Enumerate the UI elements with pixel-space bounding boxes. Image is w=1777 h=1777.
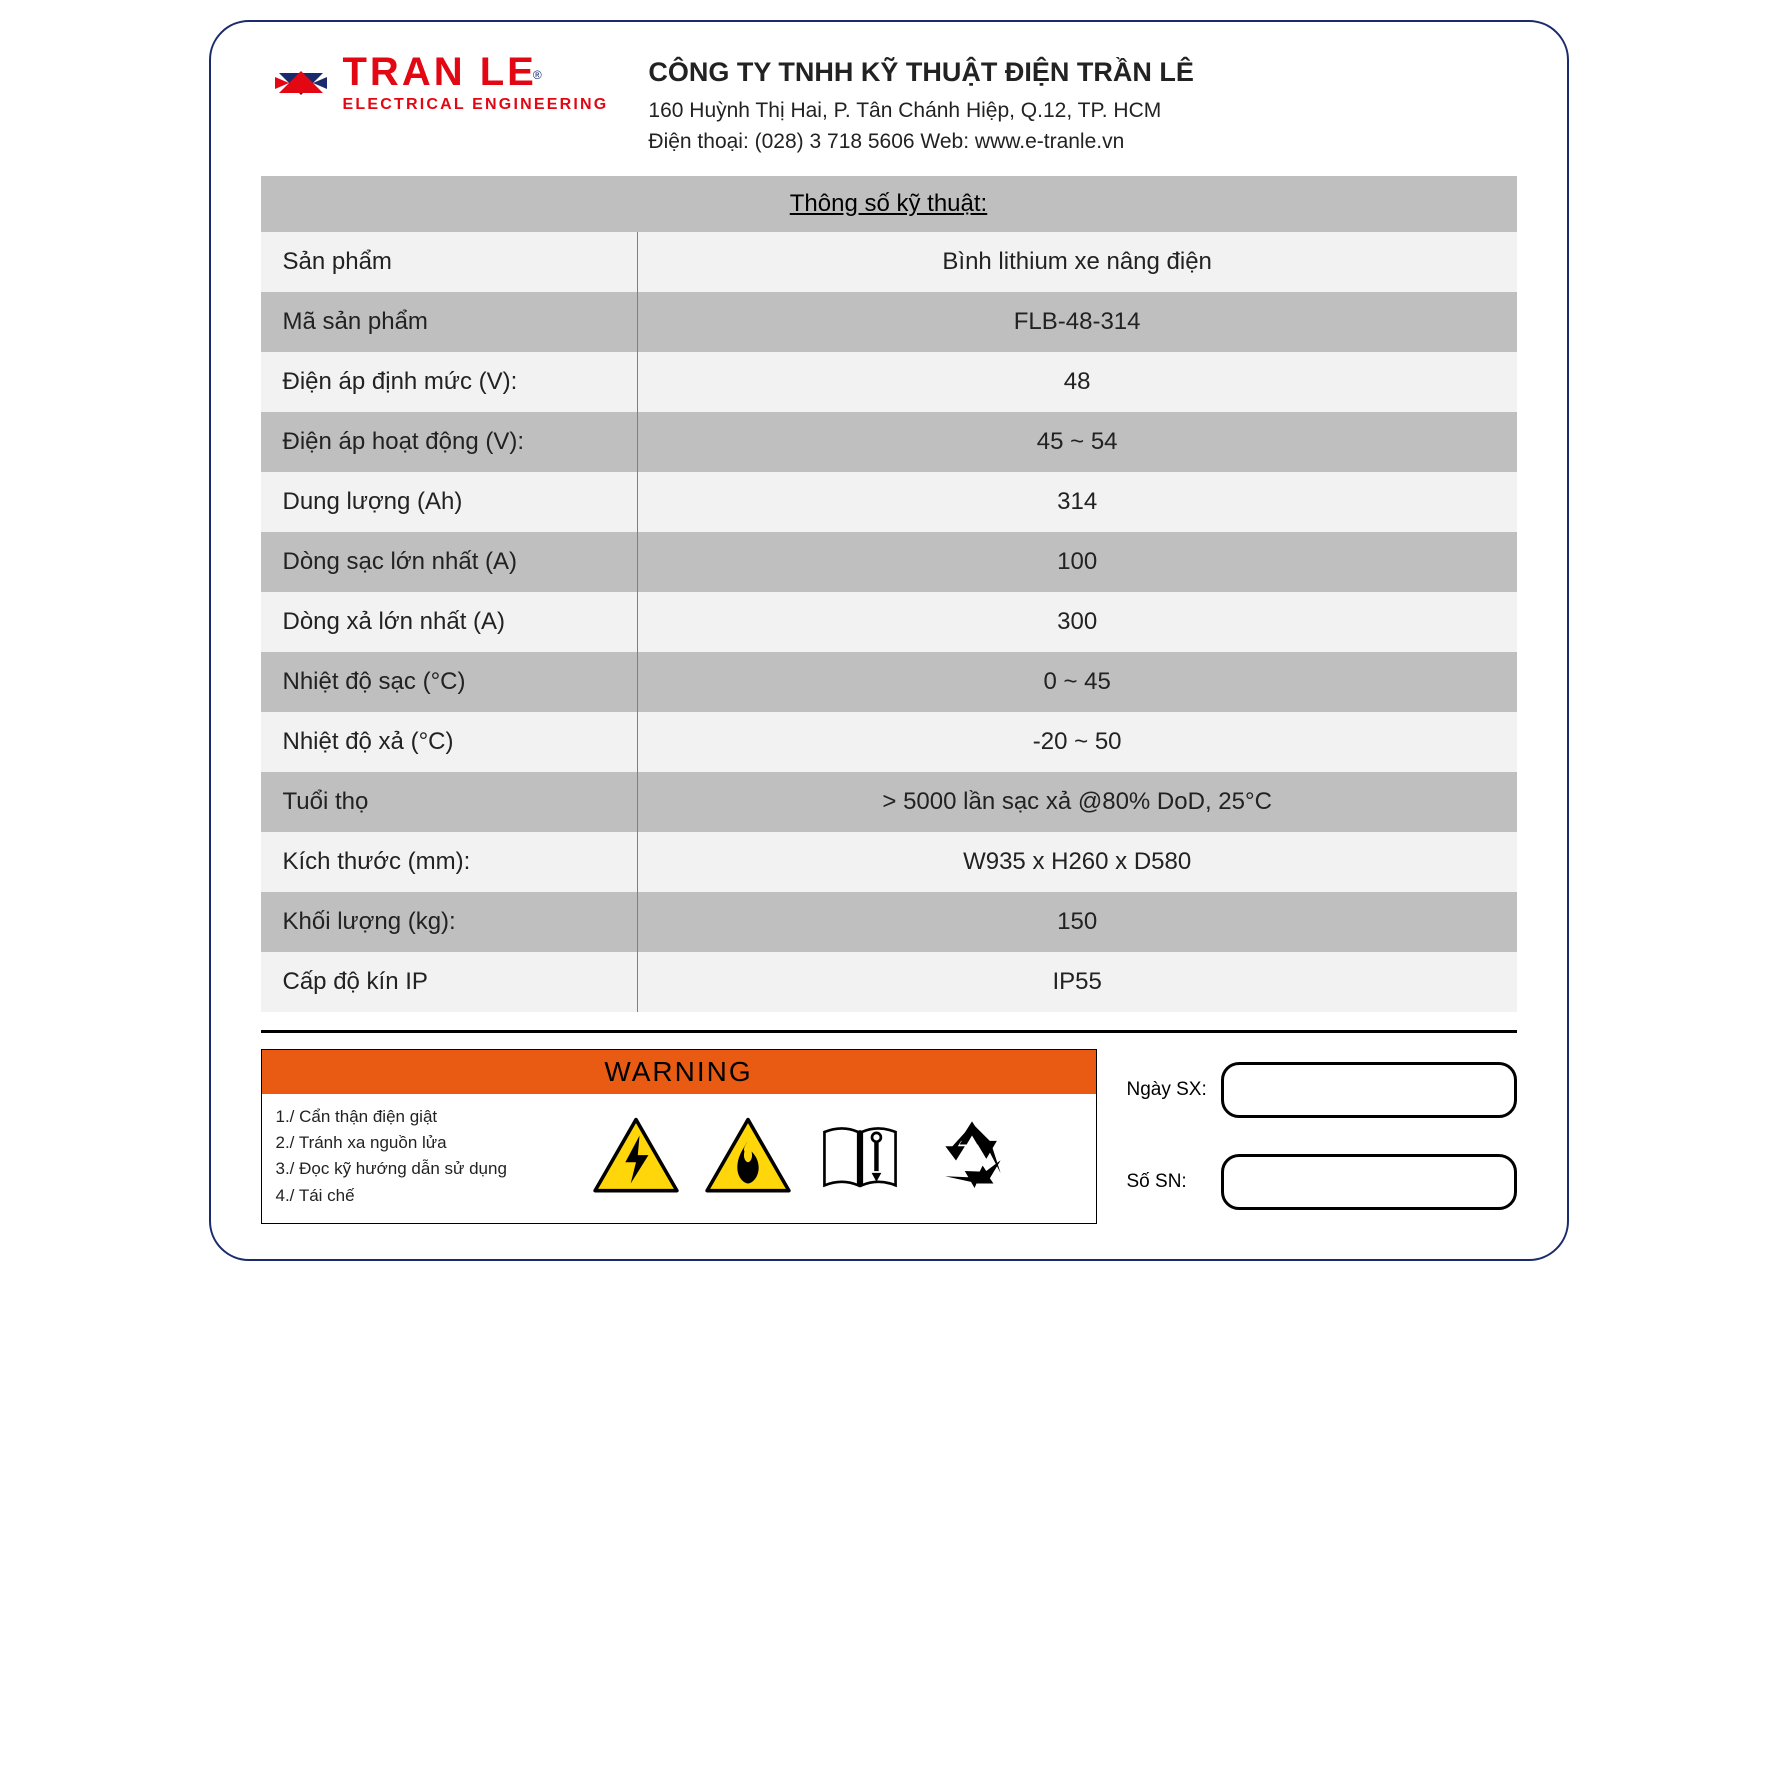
date-input[interactable] — [1221, 1062, 1517, 1118]
warning-icons — [527, 1116, 1082, 1196]
spec-label: Sản phẩm — [261, 232, 638, 292]
warning-box: WARNING 1./ Cẩn thận điện giật2./ Tránh … — [261, 1049, 1097, 1224]
table-row: Cấp độ kín IPIP55 — [261, 952, 1517, 1012]
table-row: Kích thước (mm):W935 x H260 x D580 — [261, 832, 1517, 892]
spec-value: IP55 — [637, 952, 1516, 1012]
spec-table: Thông số kỹ thuật: Sản phẩmBình lithium … — [261, 176, 1517, 1012]
table-row: Điện áp hoạt động (V):45 ~ 54 — [261, 412, 1517, 472]
spec-value: Bình lithium xe nâng điện — [637, 232, 1516, 292]
spec-value: > 5000 lần sạc xả @80% DoD, 25°C — [637, 772, 1516, 832]
spec-value: 100 — [637, 532, 1516, 592]
table-row: Tuổi thọ> 5000 lần sạc xả @80% DoD, 25°C — [261, 772, 1517, 832]
table-row: Sản phẩmBình lithium xe nâng điện — [261, 232, 1517, 292]
spec-label: Khối lượng (kg): — [261, 892, 638, 952]
table-row: Nhiệt độ xả (°C)-20 ~ 50 — [261, 712, 1517, 772]
section-divider — [261, 1030, 1517, 1033]
table-row: Dòng sạc lớn nhất (A)100 — [261, 532, 1517, 592]
spec-label: Dòng sạc lớn nhất (A) — [261, 532, 638, 592]
spec-label: Nhiệt độ sạc (°C) — [261, 652, 638, 712]
spec-value: 0 ~ 45 — [637, 652, 1516, 712]
spec-header-row: Thông số kỹ thuật: — [261, 176, 1517, 232]
table-row: Điện áp định mức (V):48 — [261, 352, 1517, 412]
spec-label: Kích thước (mm): — [261, 832, 638, 892]
warning-item: 2./ Tránh xa nguồn lửa — [276, 1130, 507, 1156]
spec-label: Dung lượng (Ah) — [261, 472, 638, 532]
company-name: CÔNG TY TNHH KỸ THUẬT ĐIỆN TRẦN LÊ — [648, 52, 1194, 93]
tranle-logo-icon — [271, 59, 331, 107]
logo-name: TRAN LE® — [343, 52, 609, 92]
warning-item: 4./ Tái chế — [276, 1183, 507, 1209]
spec-label: Nhiệt độ xả (°C) — [261, 712, 638, 772]
spec-label: Điện áp định mức (V): — [261, 352, 638, 412]
spec-title: Thông số kỹ thuật: — [261, 176, 1517, 232]
meta-row-date: Ngày SX: — [1127, 1062, 1517, 1118]
sn-input[interactable] — [1221, 1154, 1517, 1210]
recycle-icon — [927, 1116, 1017, 1196]
date-label: Ngày SX: — [1127, 1079, 1207, 1101]
warning-item: 3./ Đọc kỹ hướng dẫn sử dụng — [276, 1156, 507, 1182]
spec-value: -20 ~ 50 — [637, 712, 1516, 772]
spec-label: Dòng xả lớn nhất (A) — [261, 592, 638, 652]
spec-value: W935 x H260 x D580 — [637, 832, 1516, 892]
table-row: Nhiệt độ sạc (°C)0 ~ 45 — [261, 652, 1517, 712]
meta-row-sn: Số SN: — [1127, 1154, 1517, 1210]
spec-label: Cấp độ kín IP — [261, 952, 638, 1012]
spec-value: FLB-48-314 — [637, 292, 1516, 352]
spec-value: 314 — [637, 472, 1516, 532]
sn-label: Số SN: — [1127, 1171, 1207, 1193]
spec-label: Tuổi thọ — [261, 772, 638, 832]
fire-hazard-icon — [703, 1116, 793, 1196]
warning-item: 1./ Cẩn thận điện giật — [276, 1104, 507, 1130]
logo-block: TRAN LE® ELECTRICAL ENGINEERING — [271, 52, 609, 114]
company-info: CÔNG TY TNHH KỸ THUẬT ĐIỆN TRẦN LÊ 160 H… — [648, 52, 1194, 158]
spec-value: 48 — [637, 352, 1516, 412]
header: TRAN LE® ELECTRICAL ENGINEERING CÔNG TY … — [261, 52, 1517, 158]
table-row: Dòng xả lớn nhất (A)300 — [261, 592, 1517, 652]
company-contact: Điện thoại: (028) 3 718 5606 Web: www.e-… — [648, 126, 1194, 158]
logo-subtitle: ELECTRICAL ENGINEERING — [343, 96, 609, 114]
spec-label-card: TRAN LE® ELECTRICAL ENGINEERING CÔNG TY … — [209, 20, 1569, 1261]
bottom-section: WARNING 1./ Cẩn thận điện giật2./ Tránh … — [261, 1049, 1517, 1224]
manual-icon — [815, 1116, 905, 1196]
table-row: Mã sản phẩmFLB-48-314 — [261, 292, 1517, 352]
table-row: Dung lượng (Ah)314 — [261, 472, 1517, 532]
table-row: Khối lượng (kg):150 — [261, 892, 1517, 952]
warning-list: 1./ Cẩn thận điện giật2./ Tránh xa nguồn… — [276, 1104, 507, 1209]
spec-label: Điện áp hoạt động (V): — [261, 412, 638, 472]
warning-title: WARNING — [262, 1050, 1096, 1094]
spec-value: 300 — [637, 592, 1516, 652]
spec-value: 150 — [637, 892, 1516, 952]
spec-label: Mã sản phẩm — [261, 292, 638, 352]
meta-fields: Ngày SX: Số SN: — [1127, 1049, 1517, 1224]
shock-hazard-icon — [591, 1116, 681, 1196]
company-address: 160 Huỳnh Thị Hai, P. Tân Chánh Hiệp, Q.… — [648, 95, 1194, 127]
spec-value: 45 ~ 54 — [637, 412, 1516, 472]
